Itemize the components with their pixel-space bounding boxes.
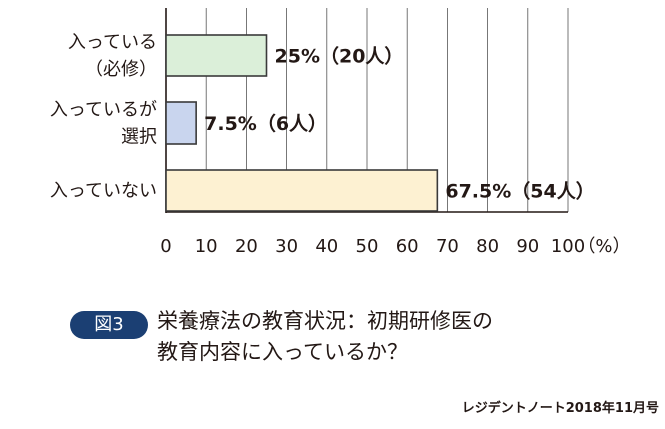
x-tick-label: 50	[356, 236, 379, 257]
category-label: 入っているが	[50, 100, 157, 121]
category-label: 選択	[121, 127, 157, 148]
source-credit: レジデントノート2018年11月号	[461, 401, 659, 416]
x-tick-label: 60	[396, 236, 419, 257]
x-tick-label: 80	[476, 236, 499, 257]
x-tick-label: 20	[235, 236, 258, 257]
bar	[165, 34, 268, 77]
category-label: （必修）	[85, 59, 157, 80]
data-label: 67.5%（54人）	[445, 180, 594, 203]
figure-badge: 図3	[70, 311, 148, 339]
x-tick-label: 70	[436, 236, 459, 257]
x-tick-label: 100	[551, 236, 585, 257]
x-tick-label: 10	[195, 236, 218, 257]
x-tick-label: 0	[160, 236, 171, 257]
title-line-2: 教育内容に入っているか？	[157, 340, 408, 364]
x-axis-unit: （%）	[577, 236, 630, 257]
data-label: 25%（20人）	[275, 45, 404, 68]
x-tick-label: 30	[275, 236, 298, 257]
title-line-1: 栄養療法の教育状況：初期研修医の	[157, 309, 493, 333]
x-tick-label: 40	[315, 236, 338, 257]
bar-chart: 0 10 20 30 40 50 60 70 80 90 100（%） 25%（20人） 入っている （必…	[50, 8, 631, 257]
x-tick-label: 90	[516, 236, 539, 257]
bar	[165, 169, 439, 212]
data-label: 7.5%（6人）	[204, 112, 327, 135]
figure-title: 栄養療法の教育状況：初期研修医の 教育内容に入っているか？	[157, 306, 493, 368]
category-label: 入っていない	[50, 181, 157, 202]
category-label: 入っている	[68, 32, 157, 53]
bar	[165, 101, 197, 145]
